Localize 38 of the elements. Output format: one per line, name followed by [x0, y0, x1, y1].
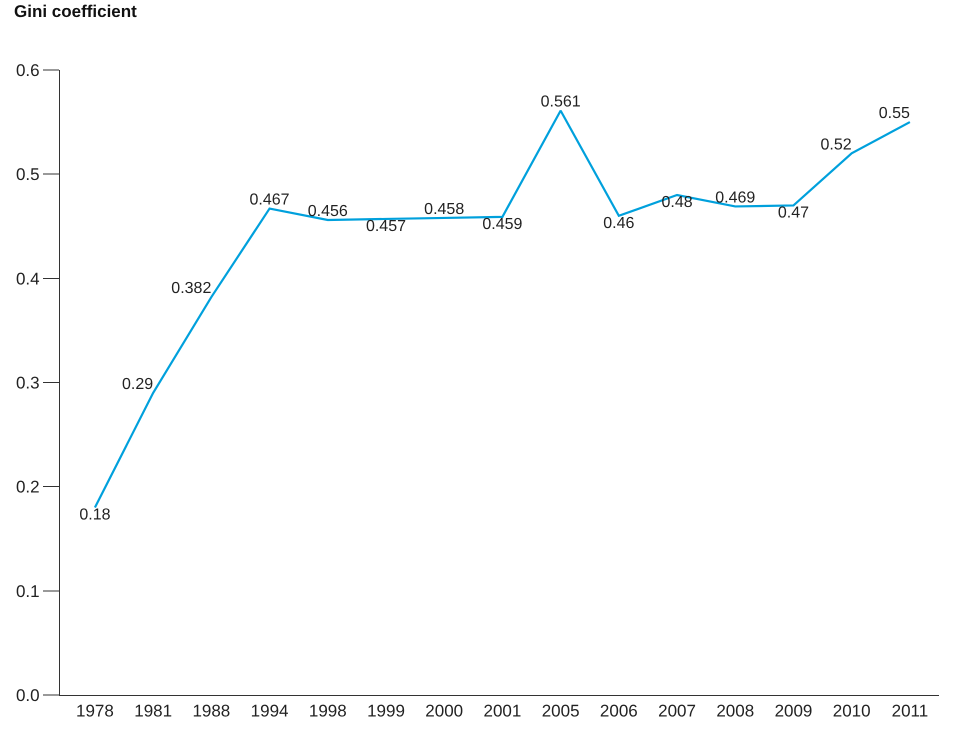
y-axis-title: Gini coefficient	[14, 2, 138, 21]
data-label: 0.469	[715, 189, 756, 206]
x-tick-label: 2008	[716, 701, 754, 720]
data-label: 0.382	[171, 280, 212, 298]
data-label: 0.457	[366, 218, 406, 235]
data-label: 0.29	[122, 376, 154, 393]
data-label: 0.48	[661, 194, 693, 211]
data-label: 0.55	[878, 105, 910, 122]
y-tick-label: 0.1	[16, 582, 40, 601]
data-label: 0.18	[79, 506, 111, 524]
x-tick-label: 1981	[134, 701, 172, 720]
data-label: 0.46	[603, 214, 634, 232]
x-tick-label: 2007	[658, 701, 696, 720]
y-tick-label: 0.5	[16, 165, 40, 184]
data-label: 0.458	[424, 200, 464, 218]
x-tick-label: 1999	[367, 701, 405, 720]
y-tick-label: 0.0	[16, 686, 40, 705]
x-tick-label: 2000	[425, 701, 464, 720]
x-tick-label: 1978	[76, 701, 114, 720]
y-tick-label: 0.4	[16, 269, 40, 288]
data-label: 0.467	[250, 192, 290, 209]
x-tick-label: 2005	[542, 701, 580, 720]
data-label: 0.459	[482, 216, 523, 233]
y-tick-label: 0.3	[16, 373, 40, 392]
data-label: 0.47	[778, 204, 810, 222]
x-tick-label: 1988	[192, 701, 230, 720]
data-label: 0.52	[820, 136, 852, 154]
x-tick-label: 2010	[832, 701, 871, 720]
data-label: 0.456	[308, 203, 348, 220]
y-tick-label: 0.2	[16, 478, 40, 497]
x-tick-label: 2001	[483, 701, 522, 720]
x-tick-label: 2011	[892, 701, 928, 720]
x-tick-label: 2006	[600, 701, 638, 720]
x-tick-label: 1998	[308, 701, 347, 720]
y-tick-label: 0.6	[16, 60, 40, 80]
x-tick-label: 1994	[250, 701, 288, 720]
x-tick-label: 2009	[774, 701, 812, 720]
data-label: 0.561	[540, 94, 581, 111]
